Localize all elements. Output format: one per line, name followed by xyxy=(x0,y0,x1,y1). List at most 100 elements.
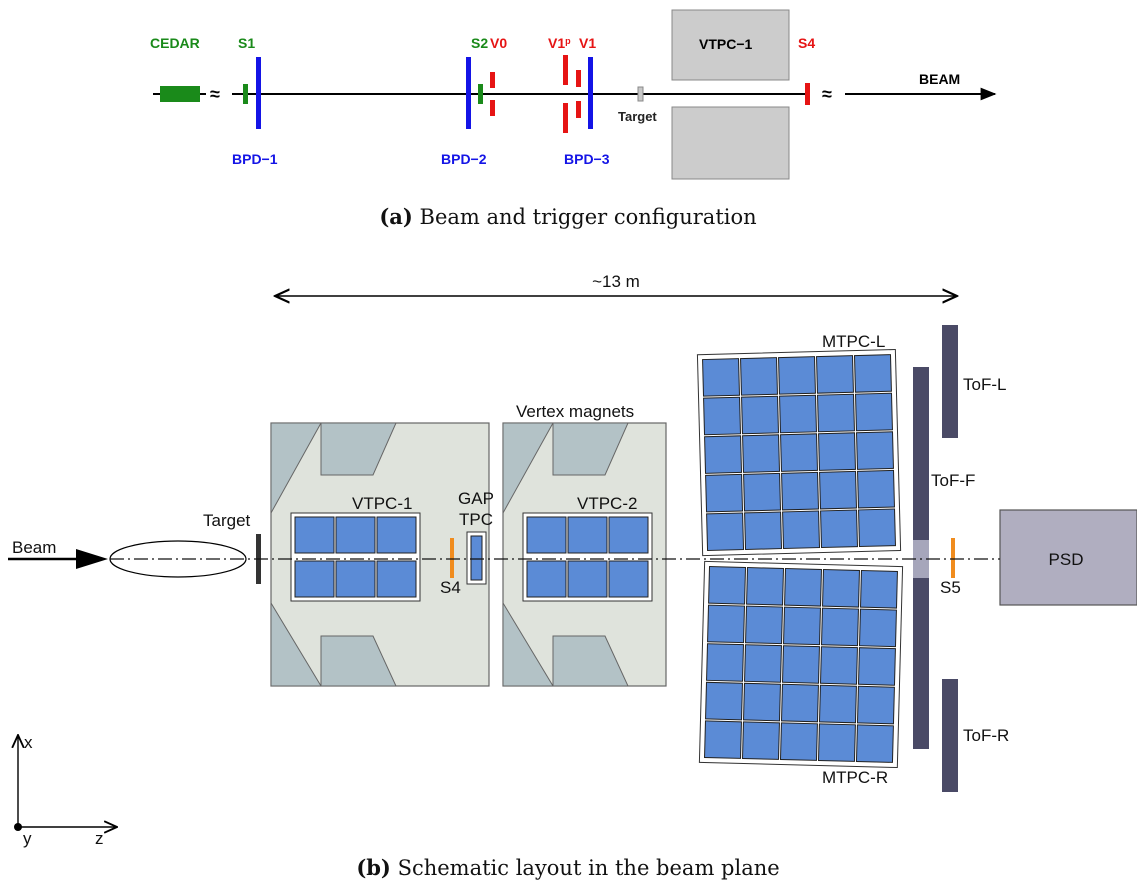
tpc-cell xyxy=(740,357,778,396)
tpc-cell xyxy=(857,469,895,509)
v1p-lower xyxy=(563,103,568,133)
target-a xyxy=(637,86,644,102)
vtpc1-lower-box xyxy=(671,106,790,180)
caption-a: (a) Beam and trigger configuration xyxy=(379,204,756,229)
s4-a-label: S4 xyxy=(798,35,815,51)
tof-l-wall xyxy=(942,325,958,438)
vtpc1-b-label: VTPC-1 xyxy=(352,494,412,513)
mtpc-l-label: MTPC-L xyxy=(822,332,885,351)
tpc-cell xyxy=(294,516,335,554)
tpc-cell xyxy=(781,471,820,511)
tpc-cell xyxy=(820,607,859,647)
tpc-cell xyxy=(858,508,896,548)
tpc-cell xyxy=(779,722,818,761)
tpc-cell xyxy=(707,604,746,644)
s1-counter xyxy=(243,84,248,104)
tpc-cell xyxy=(608,560,649,598)
beam-b-label: Beam xyxy=(12,538,56,557)
tpc-cell xyxy=(526,560,567,598)
mtpc-l-chamber xyxy=(696,349,902,557)
bpd2-label: BPD−2 xyxy=(441,151,487,167)
tpc-cell xyxy=(708,566,747,605)
tof-r-label: ToF-R xyxy=(963,726,1009,745)
tpc-cell xyxy=(858,608,897,648)
beam-a-label: BEAM xyxy=(919,71,960,87)
tpc-cell xyxy=(745,605,783,645)
tpc-cell xyxy=(854,392,893,432)
axis-z-label: z xyxy=(95,829,104,848)
tpc-cell xyxy=(526,516,567,554)
bpd2-detector xyxy=(466,57,471,129)
tpc-cell xyxy=(703,396,742,436)
v0-upper xyxy=(490,72,495,88)
s5-label: S5 xyxy=(940,578,961,597)
tpc-cell xyxy=(608,516,649,554)
s2-counter xyxy=(478,84,483,104)
tof-r-wall xyxy=(942,679,958,792)
tpc-cell xyxy=(856,685,895,725)
tpc-cell xyxy=(744,644,782,683)
s2-label: S2 xyxy=(471,35,488,51)
bpd3-detector xyxy=(588,57,593,129)
tpc-cell xyxy=(780,683,819,723)
gap-tpc-cell xyxy=(470,535,483,581)
tpc-cell xyxy=(815,355,854,394)
beam-arrowhead xyxy=(76,549,108,569)
tof-f-label: ToF-F xyxy=(931,471,975,490)
tpc-cell xyxy=(853,354,892,393)
tpc-cell xyxy=(706,512,745,552)
tpc-cell xyxy=(855,724,894,763)
target-a-label: Target xyxy=(618,109,657,124)
tpc-cell xyxy=(819,646,858,685)
tpc-cell xyxy=(746,567,785,606)
tpc-cell xyxy=(704,720,742,759)
tpc-cell xyxy=(820,509,859,549)
v1p-label: V1p xyxy=(548,35,571,51)
vtpc1-chamber xyxy=(290,512,421,602)
tpc-cell xyxy=(742,434,781,473)
tpc-cell xyxy=(706,643,744,682)
tpc-cell xyxy=(376,516,417,554)
tof-l-label: ToF-L xyxy=(963,375,1006,394)
vtpc2-chamber xyxy=(522,512,653,602)
tpc-cell xyxy=(376,560,417,598)
tpc-cell xyxy=(567,560,608,598)
tpc-cell xyxy=(856,431,894,470)
vtpc1-upper-box xyxy=(671,9,790,81)
tpc-cell xyxy=(818,684,857,724)
s5-counter xyxy=(951,538,955,578)
v1-label: V1 xyxy=(579,35,596,51)
tpc-cell xyxy=(784,568,822,607)
s4-a-counter xyxy=(805,83,810,105)
s4-b-label: S4 xyxy=(440,578,461,597)
break-mark-right: ≈ xyxy=(822,84,832,104)
tpc-cell xyxy=(859,570,898,609)
tpc-cell xyxy=(817,393,855,433)
tpc-label: TPC xyxy=(459,510,493,529)
tpc-cell xyxy=(704,435,743,474)
tpc-cell xyxy=(335,560,376,598)
v0-label: V0 xyxy=(490,35,507,51)
target-b-label: Target xyxy=(203,511,251,530)
tpc-cell xyxy=(705,681,743,721)
vertex-magnets-label: Vertex magnets xyxy=(516,402,634,421)
tpc-cell xyxy=(819,470,857,510)
cedar-label: CEDAR xyxy=(150,35,200,51)
vtpc1-a-label: VTPC−1 xyxy=(699,36,753,52)
axis-y-label: y xyxy=(23,829,32,848)
tpc-cell xyxy=(782,510,821,550)
tpc-cell xyxy=(782,645,820,684)
v0-lower xyxy=(490,100,495,116)
psd-label: PSD xyxy=(1049,550,1084,569)
tpc-cell xyxy=(702,358,741,397)
tpc-cell xyxy=(294,560,335,598)
coordinate-axes xyxy=(14,735,117,831)
tpc-cell xyxy=(741,395,780,435)
tpc-cell xyxy=(743,682,781,722)
tpc-cell xyxy=(567,516,608,554)
s1-label: S1 xyxy=(238,35,255,51)
break-mark-left: ≈ xyxy=(210,84,220,104)
tpc-cell xyxy=(822,569,860,608)
tpc-cell xyxy=(335,516,376,554)
